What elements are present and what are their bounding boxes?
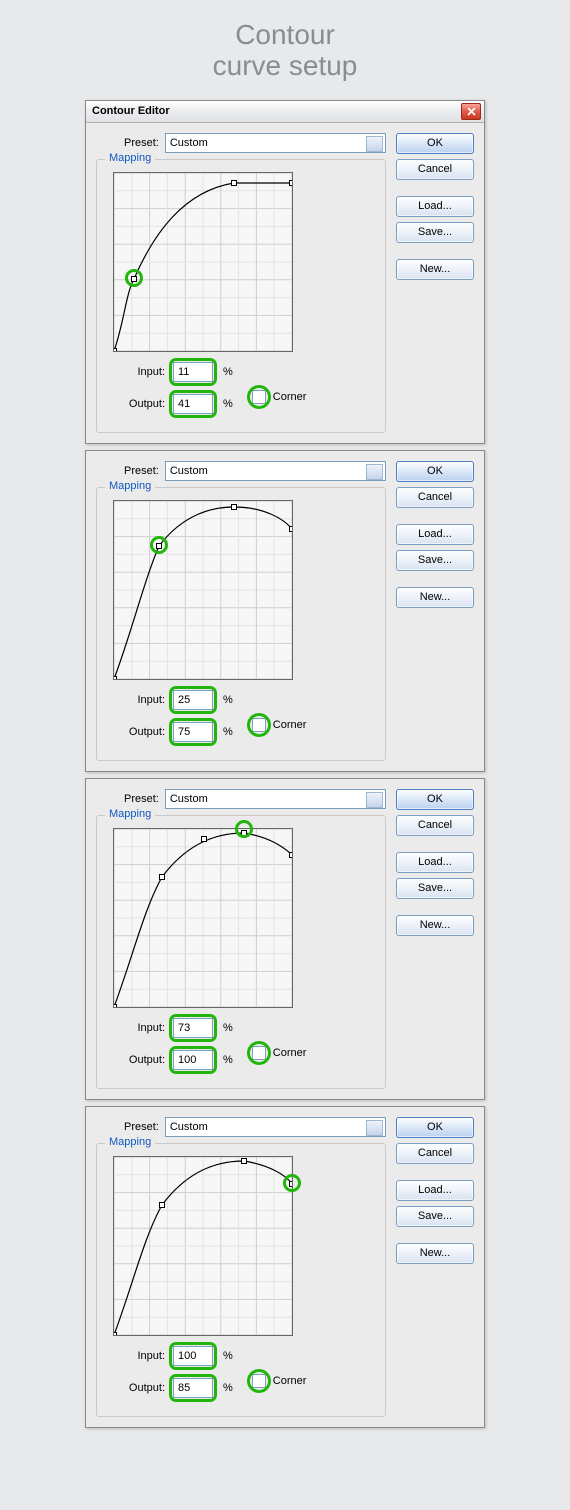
curve-canvas[interactable] bbox=[113, 172, 293, 352]
load-button[interactable]: Load... bbox=[396, 1180, 474, 1201]
page-title-line2: curve setup bbox=[213, 50, 358, 81]
preset-select[interactable]: Custom bbox=[165, 1117, 386, 1137]
chevron-down-icon bbox=[371, 468, 379, 472]
corner-label: Corner bbox=[273, 391, 307, 403]
pct-label: % bbox=[223, 1350, 233, 1362]
contour-editor-dialog: Preset: Custom Mapping bbox=[85, 778, 485, 1100]
save-button[interactable]: Save... bbox=[396, 550, 474, 571]
preset-value: Custom bbox=[170, 1121, 208, 1133]
pct-label: % bbox=[223, 694, 233, 706]
input-label: Input: bbox=[121, 366, 165, 378]
corner-checkbox[interactable] bbox=[252, 1046, 266, 1060]
preset-select[interactable]: Custom bbox=[165, 133, 386, 153]
corner-checkbox[interactable] bbox=[252, 718, 266, 732]
preset-value: Custom bbox=[170, 465, 208, 477]
chevron-down-icon bbox=[371, 140, 379, 144]
page-title: Contour curve setup bbox=[0, 20, 570, 82]
pct-label: % bbox=[223, 726, 233, 738]
input-field[interactable]: 100 bbox=[173, 1346, 213, 1366]
mapping-legend: Mapping bbox=[105, 808, 155, 820]
output-label: Output: bbox=[121, 1382, 165, 1394]
output-label: Output: bbox=[121, 726, 165, 738]
load-button[interactable]: Load... bbox=[396, 524, 474, 545]
cancel-button[interactable]: Cancel bbox=[396, 159, 474, 180]
contour-editor-dialog: Contour Editor Preset: Custom Mapping bbox=[85, 100, 485, 444]
pct-label: % bbox=[223, 366, 233, 378]
input-field[interactable]: 25 bbox=[173, 690, 213, 710]
page-title-line1: Contour bbox=[235, 19, 335, 50]
pct-label: % bbox=[223, 1382, 233, 1394]
chevron-down-icon bbox=[371, 1124, 379, 1128]
output-field[interactable]: 75 bbox=[173, 722, 213, 742]
curve-canvas[interactable] bbox=[113, 1156, 293, 1336]
mapping-group: Mapping Input: 100 % bbox=[96, 1143, 386, 1417]
mapping-legend: Mapping bbox=[105, 152, 155, 164]
contour-editor-dialog: Preset: Custom Mapping bbox=[85, 450, 485, 772]
new-button[interactable]: New... bbox=[396, 587, 474, 608]
preset-value: Custom bbox=[170, 793, 208, 805]
ok-button[interactable]: OK bbox=[396, 1117, 474, 1138]
input-label: Input: bbox=[121, 1022, 165, 1034]
input-field[interactable]: 73 bbox=[173, 1018, 213, 1038]
cancel-button[interactable]: Cancel bbox=[396, 1143, 474, 1164]
output-label: Output: bbox=[121, 1054, 165, 1066]
corner-checkbox[interactable] bbox=[252, 390, 266, 404]
output-field[interactable]: 41 bbox=[173, 394, 213, 414]
new-button[interactable]: New... bbox=[396, 1243, 474, 1264]
cancel-button[interactable]: Cancel bbox=[396, 487, 474, 508]
corner-checkbox[interactable] bbox=[252, 1374, 266, 1388]
corner-label: Corner bbox=[273, 719, 307, 731]
ok-button[interactable]: OK bbox=[396, 461, 474, 482]
cancel-button[interactable]: Cancel bbox=[396, 815, 474, 836]
pct-label: % bbox=[223, 1022, 233, 1034]
mapping-group: Mapping Input: 11 % bbox=[96, 159, 386, 433]
input-label: Input: bbox=[121, 694, 165, 706]
ok-button[interactable]: OK bbox=[396, 789, 474, 810]
mapping-group: Mapping Input: 73 % bbox=[96, 815, 386, 1089]
close-button[interactable] bbox=[461, 103, 481, 120]
curve-canvas[interactable] bbox=[113, 828, 293, 1008]
dialog-title: Contour Editor bbox=[92, 105, 461, 117]
save-button[interactable]: Save... bbox=[396, 878, 474, 899]
ok-button[interactable]: OK bbox=[396, 133, 474, 154]
chevron-down-icon bbox=[371, 796, 379, 800]
save-button[interactable]: Save... bbox=[396, 222, 474, 243]
save-button[interactable]: Save... bbox=[396, 1206, 474, 1227]
input-field[interactable]: 11 bbox=[173, 362, 213, 382]
curve-canvas[interactable] bbox=[113, 500, 293, 680]
preset-label: Preset: bbox=[124, 1121, 159, 1133]
new-button[interactable]: New... bbox=[396, 915, 474, 936]
load-button[interactable]: Load... bbox=[396, 196, 474, 217]
pct-label: % bbox=[223, 1054, 233, 1066]
preset-value: Custom bbox=[170, 137, 208, 149]
mapping-legend: Mapping bbox=[105, 1136, 155, 1148]
output-field[interactable]: 100 bbox=[173, 1050, 213, 1070]
output-label: Output: bbox=[121, 398, 165, 410]
contour-editor-dialog: Preset: Custom Mapping bbox=[85, 1106, 485, 1428]
new-button[interactable]: New... bbox=[396, 259, 474, 280]
preset-label: Preset: bbox=[124, 793, 159, 805]
mapping-group: Mapping Input: 25 % bbox=[96, 487, 386, 761]
corner-label: Corner bbox=[273, 1047, 307, 1059]
output-field[interactable]: 85 bbox=[173, 1378, 213, 1398]
input-label: Input: bbox=[121, 1350, 165, 1362]
pct-label: % bbox=[223, 398, 233, 410]
preset-label: Preset: bbox=[124, 137, 159, 149]
titlebar: Contour Editor bbox=[86, 101, 484, 123]
preset-select[interactable]: Custom bbox=[165, 789, 386, 809]
mapping-legend: Mapping bbox=[105, 480, 155, 492]
preset-label: Preset: bbox=[124, 465, 159, 477]
corner-label: Corner bbox=[273, 1375, 307, 1387]
preset-select[interactable]: Custom bbox=[165, 461, 386, 481]
load-button[interactable]: Load... bbox=[396, 852, 474, 873]
